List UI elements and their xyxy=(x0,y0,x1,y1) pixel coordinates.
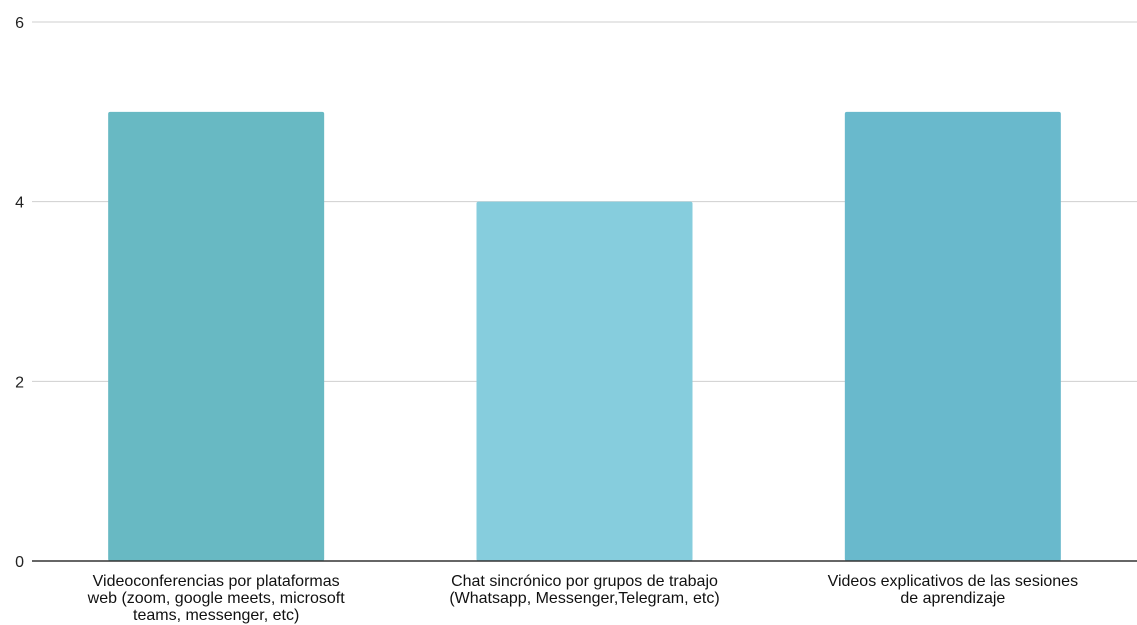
x-category-label-line: Videoconferencias por plataformas xyxy=(93,573,340,590)
x-category-label-line: web (zoom, google meets, microsoft xyxy=(87,590,346,607)
x-category-label: Videos explicativos de las sesiones de ap… xyxy=(828,573,1079,607)
y-tick-label: 2 xyxy=(15,374,24,391)
x-category-label-line: de aprendizaje xyxy=(900,590,1005,607)
bar-2 xyxy=(476,201,693,561)
y-axis-ticks: 0 2 4 6 xyxy=(15,15,24,571)
x-axis-labels: Videoconferencias por plataformas web (zo… xyxy=(87,573,1078,624)
bar-3 xyxy=(844,111,1061,561)
x-category-label-line: teams, messenger, etc) xyxy=(133,607,299,624)
x-category-label-line: (Whatsapp, Messenger,Telegram, etc) xyxy=(449,590,719,607)
bar-1 xyxy=(108,111,325,561)
x-category-label: Chat sincrónico por grupos de trabajo (Wh… xyxy=(449,573,719,607)
y-tick-label: 0 xyxy=(15,554,24,571)
y-tick-label: 6 xyxy=(15,15,24,32)
bars xyxy=(108,111,1061,561)
x-category-label-line: Chat sincrónico por grupos de trabajo xyxy=(451,573,718,590)
x-category-label-line: Videos explicativos de las sesiones xyxy=(828,573,1079,590)
x-category-label: Videoconferencias por plataformas web (zo… xyxy=(87,573,346,624)
y-tick-label: 4 xyxy=(15,195,24,212)
